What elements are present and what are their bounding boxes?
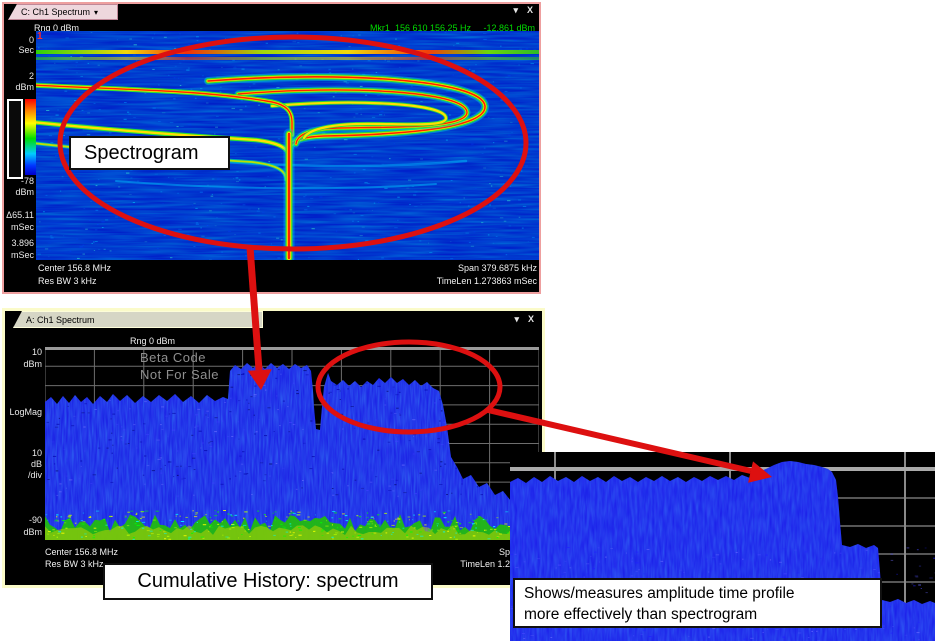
cumulative-history-callout-text: Cumulative History: spectrum [137, 570, 399, 592]
tab-a-ch1-spectrum[interactable]: A: Ch1 Spectrum [13, 311, 263, 328]
res-bw-label: Res BW 3 kHz [45, 559, 104, 569]
watermark-line2: Not For Sale [140, 367, 219, 382]
ref-bottom-unit: dBm [15, 187, 34, 197]
tab-label: A: Ch1 Spectrum [26, 314, 95, 325]
cumulative-history-callout: Cumulative History: spectrum [103, 563, 433, 600]
time-res-unit: mSec [10, 250, 34, 260]
time-res-value: 3.896 [11, 238, 34, 248]
color-scale-bar [25, 99, 37, 175]
center-frequency-label: Center 156.8 MHz [38, 263, 112, 273]
spectrum-window-titlebar: A: Ch1 Spectrum ▾ X [5, 311, 542, 328]
range-label: Rng 0 dBm [130, 336, 176, 346]
close-icon[interactable]: X [526, 5, 533, 15]
spectrum-display[interactable]: Beta Code Not For Sale [44, 346, 540, 541]
delta-time-value: Δ65.11 [6, 210, 34, 220]
time-axis-start: 0 [28, 35, 34, 45]
ref-top-value: 10 [31, 347, 42, 357]
time-length-label-truncated: TimeLen 1.2 [460, 559, 510, 569]
spectrum-window: A: Ch1 Spectrum ▾ X Rng 0 dBm 10 dBm Log… [2, 308, 545, 588]
marker-readout: Mkr1 156 610 156.25 Hz [369, 23, 471, 33]
spectrogram-window-titlebar: C: Ch1 Spectrum ▾ ▾ X [4, 4, 539, 20]
trace-format-label: LogMag [9, 407, 42, 417]
scale-unit: dB [30, 459, 42, 469]
window-menu-icon[interactable]: ▾ [513, 5, 518, 15]
marker-level: -12.861 dBm [483, 23, 535, 33]
ref-top-unit: dBm [15, 82, 34, 92]
time-length-label: TimeLen 1.273863 mSec [436, 276, 537, 286]
ref-top-value: 2 [28, 71, 34, 81]
tab-label: C: Ch1 Spectrum [21, 7, 91, 17]
center-frequency-label: Center 156.8 MHz [45, 547, 119, 557]
scale-value: 10 [31, 448, 42, 458]
tab-c-ch1-spectrum[interactable]: C: Ch1 Spectrum ▾ [8, 4, 118, 20]
marker-number[interactable]: 1 [37, 31, 43, 42]
inset-caption-callout: Shows/measures amplitude time profile mo… [513, 578, 882, 628]
time-axis-start-unit: Sec [18, 45, 34, 55]
colorbar-slider[interactable] [7, 99, 23, 179]
ref-top-unit: dBm [23, 359, 42, 369]
range-label: Rng 0 dBm [34, 23, 80, 33]
spectrum-graphic [44, 346, 540, 541]
inset-caption-line1: Shows/measures amplitude time profile [524, 585, 795, 602]
ref-bottom-value: -78 [20, 176, 34, 186]
spectrogram-callout-text: Spectrogram [84, 142, 199, 164]
window-menu-icon[interactable]: ▾ [514, 314, 519, 324]
watermark-line1: Beta Code [140, 350, 206, 365]
spectrogram-callout: Spectrogram [69, 136, 230, 170]
inset-caption-line2: more effectively than spectrogram [524, 606, 758, 623]
span-label-truncated: Sp [498, 547, 510, 557]
ref-bottom-unit: dBm [23, 527, 42, 537]
span-label: Span 379.6875 kHz [457, 263, 537, 273]
res-bw-label: Res BW 3 kHz [38, 276, 97, 286]
ref-bottom-value: -90 [28, 515, 42, 525]
delta-time-unit: mSec [10, 222, 34, 232]
scale-per-div: /div [27, 470, 42, 480]
close-icon[interactable]: X [527, 314, 534, 324]
chevron-down-icon[interactable]: ▾ [94, 7, 99, 17]
